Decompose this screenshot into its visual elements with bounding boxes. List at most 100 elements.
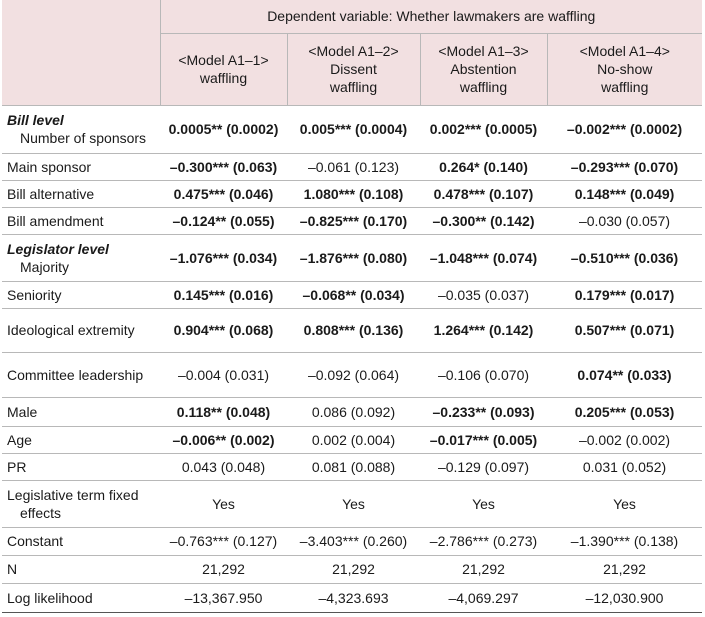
row-label: N bbox=[2, 555, 160, 584]
table-cell: 0.264* (0.140) bbox=[420, 153, 547, 181]
row-label: Age bbox=[2, 426, 160, 454]
table-cell: 1.264*** (0.142) bbox=[420, 308, 547, 353]
model-header-line: <Model A1–4> bbox=[579, 43, 670, 59]
row-label: Bill level Number of sponsors bbox=[2, 105, 160, 154]
table-row: Bill alternative 0.475*** (0.046) 1.080***… bbox=[2, 180, 703, 208]
table-cell: –0.293*** (0.070) bbox=[547, 153, 703, 181]
table-cell: 0.081 (0.088) bbox=[287, 453, 420, 481]
label-text: Bill alternative bbox=[7, 185, 95, 202]
row-label: PR bbox=[2, 453, 160, 481]
model-header: <Model A1–1> waffling bbox=[159, 33, 287, 106]
table-cell: 21,292 bbox=[547, 555, 703, 584]
dependent-variable: Dependent variable: Whether lawmakers ar… bbox=[159, 0, 703, 34]
table-row: Seniority 0.145*** (0.016) –0.068** (0.034… bbox=[2, 281, 703, 309]
table-cell: 21,292 bbox=[160, 555, 287, 584]
model-header: <Model A1–2> Dissent waffling bbox=[286, 33, 420, 106]
row-label: Constant bbox=[2, 527, 160, 556]
table-row: PR 0.043 (0.048) 0.081 (0.088) –0.129 (0.09… bbox=[2, 453, 703, 481]
label-text: Log likelihood bbox=[7, 589, 93, 606]
label-text: Bill amendment bbox=[7, 212, 104, 229]
table-cell: 21,292 bbox=[287, 555, 420, 584]
model-row: <Model A1–1> waffling <Model A1–2> Dissent w… bbox=[2, 33, 703, 106]
table-row: Bill amendment –0.124** (0.055) –0.825*** … bbox=[2, 207, 703, 235]
table-cell: –4,069.297 bbox=[420, 583, 547, 613]
label-text: Seniority bbox=[7, 286, 62, 303]
table-cell: –13,367.950 bbox=[160, 583, 287, 613]
table-cell: –4,323.693 bbox=[287, 583, 420, 613]
table-cell: –0.030 (0.057) bbox=[547, 207, 703, 235]
table-cell: 0.086 (0.092) bbox=[287, 397, 420, 427]
table-cell: 1.080*** (0.108) bbox=[287, 180, 420, 208]
table-row: Age –0.006** (0.002) 0.002 (0.004) –0.017**… bbox=[2, 426, 703, 454]
table-cell: Yes bbox=[547, 480, 703, 528]
table-row: Ideological extremity 0.904*** (0.068) 0.8… bbox=[2, 308, 703, 353]
model-header-line: waffling bbox=[459, 79, 508, 95]
table-row: Legislative term fixed effects Yes Yes Yes Y… bbox=[2, 480, 703, 528]
table-cell: –0.825*** (0.170) bbox=[287, 207, 420, 235]
table-cell: –0.510*** (0.036) bbox=[547, 234, 703, 282]
table-cell: –0.092 (0.064) bbox=[287, 352, 420, 398]
table-cell: –0.004 (0.031) bbox=[160, 352, 287, 398]
label-text: Age bbox=[7, 431, 32, 448]
table-row: Log likelihood –13,367.950 –4,323.693 –4,06… bbox=[2, 583, 703, 613]
table-cell: Yes bbox=[420, 480, 547, 528]
model-header: <Model A1–4> No-show waffling bbox=[546, 33, 703, 106]
table-cell: Yes bbox=[287, 480, 420, 528]
label-text: Committee leadership bbox=[7, 366, 144, 383]
label-text: N bbox=[7, 561, 18, 577]
label-text: PR bbox=[7, 458, 27, 475]
table-cell: –3.403*** (0.260) bbox=[287, 527, 420, 556]
table-row: Committee leadership –0.004 (0.031) –0.092… bbox=[2, 352, 703, 398]
table-cell: 0.148*** (0.049) bbox=[547, 180, 703, 208]
table-cell: –0.300*** (0.063) bbox=[160, 153, 287, 181]
model-header-line: <Model A1–1> bbox=[178, 52, 269, 68]
table-cell: –0.017*** (0.005) bbox=[420, 426, 547, 454]
table-row: Legislator level Majority –1.076*** (0.034… bbox=[2, 234, 703, 282]
table-cell: 0.031 (0.052) bbox=[547, 453, 703, 481]
table-cell: 0.005*** (0.0004) bbox=[287, 105, 420, 154]
model-header: <Model A1–3> Abstention waffling bbox=[419, 33, 547, 106]
table-cell: 21,292 bbox=[420, 555, 547, 584]
table-cell: –1.390*** (0.138) bbox=[547, 527, 703, 556]
table-cell: –0.002*** (0.0002) bbox=[547, 105, 703, 154]
table-cell: 0.475*** (0.046) bbox=[160, 180, 287, 208]
row-label: Legislator level Majority bbox=[2, 234, 160, 282]
table-cell: –0.763*** (0.127) bbox=[160, 527, 287, 556]
row-label: Male bbox=[2, 397, 160, 427]
table-cell: –0.129 (0.097) bbox=[420, 453, 547, 481]
table-cell: –0.106 (0.070) bbox=[420, 352, 547, 398]
table-cell: 0.002 (0.004) bbox=[287, 426, 420, 454]
table-cell: 0.0005** (0.0002) bbox=[160, 105, 287, 154]
model-header-line: waffling bbox=[199, 70, 248, 86]
table-cell: 0.074** (0.033) bbox=[547, 352, 703, 398]
table-cell: 0.205*** (0.053) bbox=[547, 397, 703, 427]
table-cell: 0.118** (0.048) bbox=[160, 397, 287, 427]
model-header-line: <Model A1–3> bbox=[438, 43, 529, 59]
table-cell: –1.048*** (0.074) bbox=[420, 234, 547, 282]
group-label: Legislator level bbox=[7, 240, 109, 257]
table-row: Bill level Number of sponsors 0.0005** (0.… bbox=[2, 105, 703, 154]
table-row: N 21,292 21,292 21,292 21,292 bbox=[2, 555, 703, 584]
row-label: Log likelihood bbox=[2, 583, 160, 613]
label-text: Ideological extremity bbox=[7, 322, 135, 338]
row-label: Committee leadership bbox=[2, 352, 160, 398]
table-cell: Yes bbox=[160, 480, 287, 528]
table-cell: –1.076*** (0.034) bbox=[160, 234, 287, 282]
table-cell: –0.061 (0.123) bbox=[287, 153, 420, 181]
table-cell: 0.002*** (0.0005) bbox=[420, 105, 547, 154]
table-cell: –1.876*** (0.080) bbox=[287, 234, 420, 282]
row-label: Ideological extremity bbox=[2, 308, 160, 353]
row-label: Legislative term fixed effects bbox=[2, 480, 160, 528]
row-label: Seniority bbox=[2, 281, 160, 309]
table-cell: 0.179*** (0.017) bbox=[547, 281, 703, 309]
row-label: Bill alternative bbox=[2, 180, 160, 208]
table-cell: 0.478*** (0.107) bbox=[420, 180, 547, 208]
model-header-line: Dissent bbox=[330, 61, 377, 77]
model-header-line: waffling bbox=[329, 79, 378, 95]
model-header-line: No-show bbox=[597, 61, 653, 77]
row-label: Bill amendment bbox=[2, 207, 160, 235]
table-cell: –2.786*** (0.273) bbox=[420, 527, 547, 556]
table-cell: 0.145*** (0.016) bbox=[160, 281, 287, 309]
